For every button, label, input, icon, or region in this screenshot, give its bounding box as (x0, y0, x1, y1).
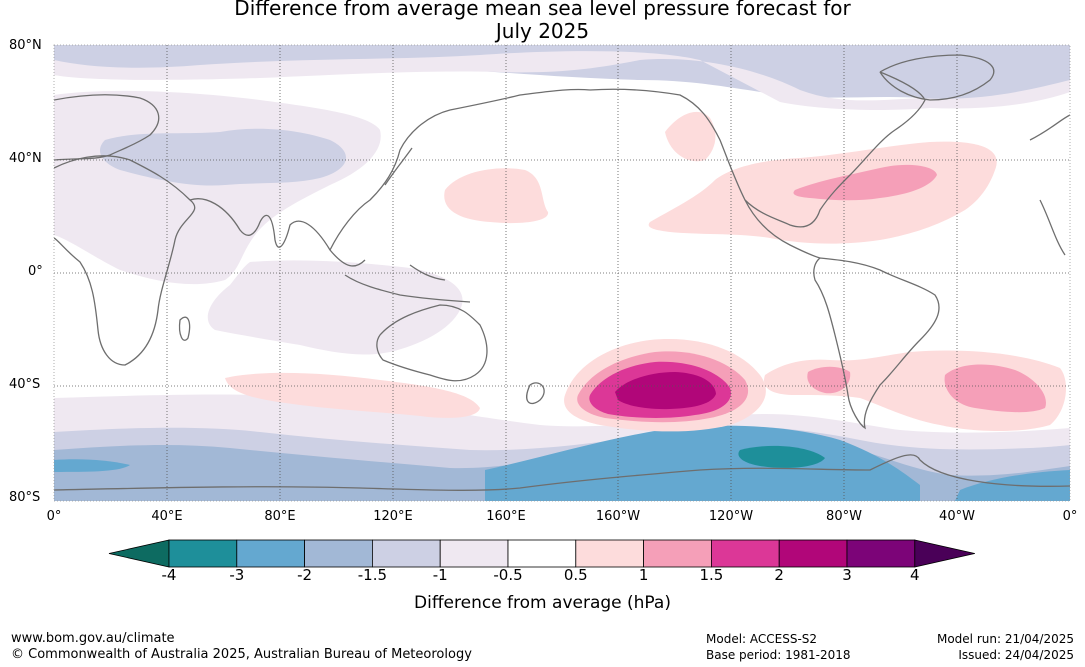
coastline-madagascar (178, 316, 191, 341)
colorbar-tick-label: -4 (161, 566, 177, 584)
lon-label-160w: 160°W (595, 509, 641, 524)
colorbar-segment (643, 539, 712, 568)
coastline-antarctica (54, 454, 1070, 491)
colorbar-extend-low (108, 539, 170, 568)
colorbar-tick-label: -0.5 (493, 566, 523, 584)
anomaly-fields (54, 45, 1070, 501)
coastline-japan (384, 147, 413, 186)
coastline-south-america (813, 257, 940, 430)
colorbar-segment (371, 539, 441, 568)
lat-label-80s: 80°S (9, 490, 41, 505)
map-frame (53, 44, 1071, 502)
north-atlantic-rose-region (793, 164, 937, 201)
lat-label-equator: 0° (28, 264, 43, 279)
colorbar-tick-label: 0.5 (563, 566, 588, 584)
coastline-north-america (589, 71, 926, 228)
colorbar-segment (778, 539, 848, 568)
lat-label-40n: 40°N (9, 151, 42, 166)
colorbar-tick-label: 1 (638, 566, 649, 584)
lat-label-40s: 40°S (9, 377, 41, 392)
lon-label-120e: 120°E (373, 509, 413, 524)
coastline-europe (54, 94, 1070, 161)
footer-website: www.bom.gov.au/climate (11, 631, 175, 646)
lon-label-160e: 160°E (486, 509, 526, 524)
colorbar-tick-label: 3 (842, 566, 852, 584)
argentina-rose-region (807, 366, 851, 394)
colorbar-tick-label: 4 (910, 566, 920, 584)
colorbar-segment (168, 539, 238, 568)
colorbar-segment (575, 539, 644, 568)
lon-label-0-west: 0° (46, 509, 62, 524)
grid-lines (54, 45, 1070, 501)
coastline-greenland (879, 54, 995, 101)
colorbar-tick-label: -1.5 (357, 566, 388, 584)
lon-label-40e: 40°E (151, 509, 183, 524)
eurasia-lavender-region (100, 128, 347, 186)
north-pacific-pink-region (444, 168, 549, 224)
indian-ocean-pale-region (207, 260, 463, 355)
colorbar-tick-label: -3 (229, 566, 245, 584)
coastline-new-zealand (526, 382, 545, 405)
footer-model: Model: ACCESS-S2 (706, 632, 818, 646)
lon-label-80w: 80°W (826, 509, 862, 524)
footer-model-run: Model run: 21/04/2025 (936, 632, 1074, 646)
coastline-australia (376, 304, 488, 382)
south-pacific-crimson-region (615, 372, 716, 410)
colorbar-extend-high (914, 539, 975, 568)
colorbar-segment (304, 539, 373, 568)
colorbar-tick-label: 2 (774, 566, 784, 584)
colorbar-segment (236, 539, 306, 568)
colorbar-tick-label: 1.5 (699, 566, 724, 584)
colorbar-tick-label: -1 (432, 566, 448, 584)
lon-label-120w: 120°W (708, 509, 754, 524)
coastline-central-america (744, 199, 821, 259)
coastline-east-asia (329, 88, 591, 251)
colorbar-segment (439, 539, 509, 568)
footer-issued: Issued: 24/04/2025 (958, 648, 1074, 662)
arctic-pale-band (54, 51, 1070, 110)
footer-base-period: Base period: 1981-2018 (706, 648, 851, 662)
colorbar-title: Difference from average (hPa) (414, 593, 671, 613)
antarctic-blue-region (485, 425, 920, 501)
footer-copyright: © Commonwealth of Australia 2025, Austra… (11, 647, 472, 662)
coastline-maritime-se-asia (344, 264, 471, 303)
gulf-alaska-pink-region (665, 111, 716, 162)
antarctic-teal-region (738, 445, 825, 468)
lat-label-80n: 80°N (9, 38, 42, 53)
colorbar-segment (711, 539, 780, 568)
coastlines (54, 54, 1070, 491)
colorbar-segment (846, 539, 916, 568)
title-line-2: July 2025 (495, 19, 590, 43)
antarctic-blue-patch-west (54, 459, 130, 472)
lon-label-40w: 40°W (939, 509, 975, 524)
map-title: Difference from average mean sea level p… (0, 0, 1085, 43)
south-atlantic-rose-region (944, 364, 1046, 413)
arctic-lavender-band (54, 45, 1070, 100)
lon-label-0-east: 0° (1062, 509, 1078, 524)
colorbar-tick-label: -2 (297, 566, 313, 584)
south-indian-pink-region (225, 372, 480, 418)
title-line-1: Difference from average mean sea level p… (234, 0, 851, 20)
coastline-africa (54, 155, 196, 366)
coastline-west-africa-east-edge (1039, 199, 1066, 256)
colorbar-segment (507, 539, 577, 568)
lon-label-80e: 80°E (264, 509, 296, 524)
